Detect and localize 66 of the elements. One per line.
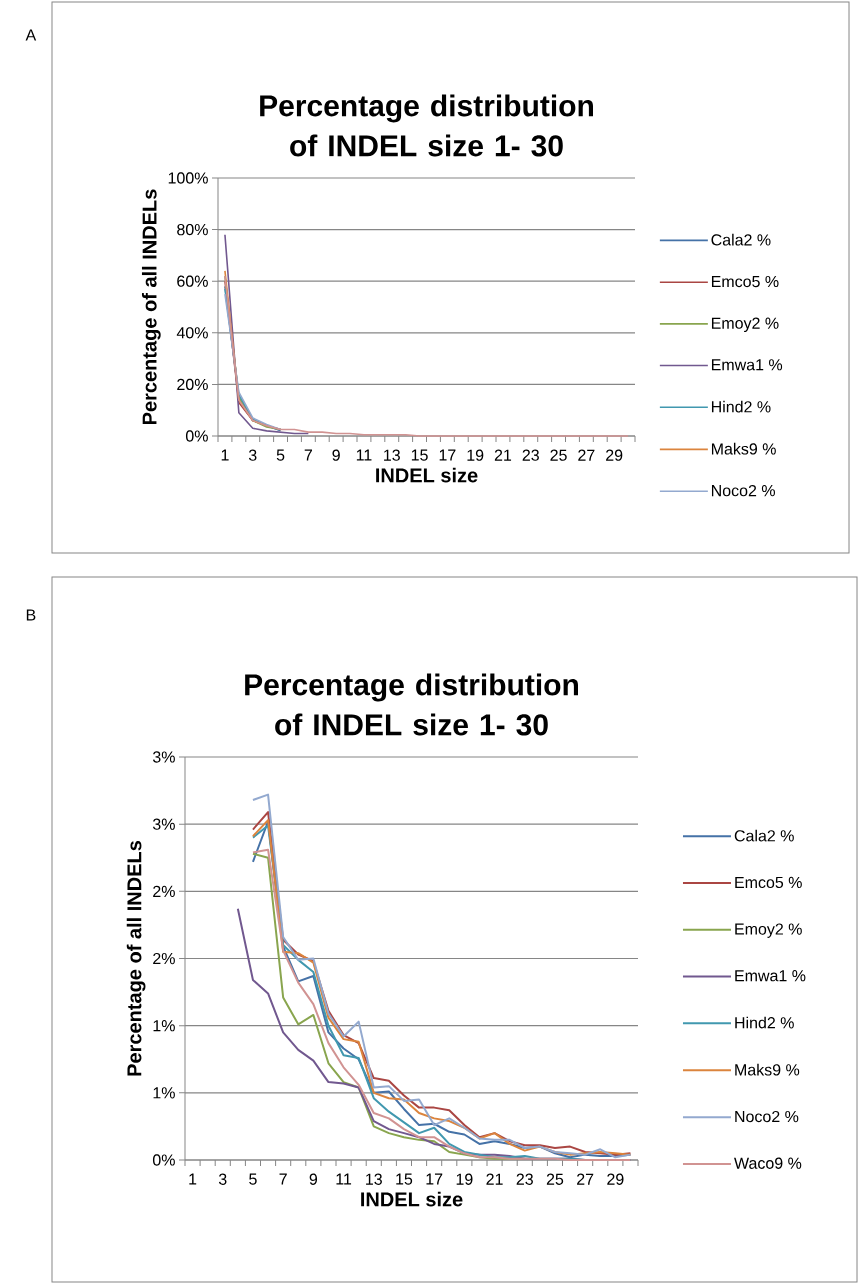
x-axis-title: INDEL size (361, 1191, 463, 1207)
legend-label: Emco5 % (735, 876, 802, 889)
legend-label: Hind2 % (735, 1016, 794, 1029)
x-axis-title: INDEL size (376, 467, 478, 483)
x-tick-label: 27 (577, 1173, 594, 1185)
y-tick-label: 2% (153, 952, 175, 965)
x-tick-label: 17 (426, 1173, 443, 1185)
text: B (26, 609, 36, 621)
x-tick-label: 1 (221, 449, 229, 461)
legend-label: Emoy2 % (711, 317, 779, 332)
legend-label: Hind2 % (711, 400, 771, 413)
x-tick-label: 25 (550, 449, 567, 461)
x-tick-label: 3 (218, 1173, 227, 1185)
x-tick-label: 23 (522, 449, 539, 461)
x-tick-label: 15 (396, 1173, 413, 1185)
y-tick-label: 3% (152, 751, 175, 763)
y-tick-label: 3% (152, 818, 175, 830)
x-tick-label: 1 (189, 1173, 197, 1185)
y-tick-label: 40% (176, 327, 208, 339)
y-tick-label: 2% (153, 885, 175, 897)
x-tick-label: 29 (607, 1173, 624, 1185)
y-tick-label: 60% (177, 275, 208, 287)
x-tick-label: 17 (439, 449, 456, 461)
legend-label: Cala2 % (711, 233, 771, 246)
chart-title: Percentage distribution of INDEL size 1- 30 (260, 94, 593, 157)
y-tick-label: 1% (153, 1020, 175, 1032)
x-tick-label: 21 (486, 1173, 503, 1185)
x-tick-label: 7 (279, 1173, 287, 1185)
x-tick-label: 23 (516, 1173, 533, 1185)
chart-title: Percentage distribution of INDEL size 1- 30 (245, 673, 578, 736)
y-tick-label: 0% (185, 430, 208, 442)
text: A (25, 29, 37, 41)
x-tick-label: 11 (356, 449, 372, 461)
y-axis-title: Percentage of all INDELs (126, 840, 146, 1076)
x-tick-label: 15 (411, 449, 428, 461)
x-tick-label: 19 (467, 449, 484, 461)
legend-label: Emoy2 % (735, 923, 802, 938)
legend-label: Emwa1 % (711, 359, 783, 371)
legend-label: Maks9 % (735, 1063, 800, 1076)
legend-label: Noco2 % (711, 484, 775, 497)
y-axis-title: Percentage of all INDELs (141, 189, 161, 425)
y-tick-label: 1% (153, 1087, 175, 1099)
x-tick-label: 29 (606, 449, 623, 461)
y-tick-label: 100% (168, 172, 208, 184)
legend-label: Emco5 % (711, 275, 779, 288)
x-tick-label: 9 (309, 1173, 318, 1185)
x-tick-label: 13 (384, 449, 400, 461)
legend-label: Cala2 % (734, 829, 794, 842)
x-tick-label: 3 (248, 449, 257, 461)
y-tick-label: 20% (177, 378, 208, 391)
x-tick-label: 21 (494, 449, 512, 461)
x-tick-label: 19 (456, 1173, 473, 1185)
legend-label: Maks9 % (711, 442, 776, 455)
y-tick-label: 0% (152, 1154, 175, 1166)
x-tick-label: 7 (304, 449, 312, 461)
x-tick-label: 13 (366, 1173, 382, 1185)
x-tick-label: 27 (578, 449, 595, 461)
x-tick-label: 25 (546, 1173, 564, 1185)
legend-label: Noco2 % (735, 1110, 799, 1123)
x-tick-label: 5 (276, 449, 285, 461)
x-tick-label: 5 (249, 1173, 257, 1185)
y-tick-label: 80% (177, 223, 208, 236)
x-tick-label: 9 (332, 449, 340, 461)
legend-label: Waco9 % (734, 1157, 802, 1169)
x-tick-label: 11 (336, 1173, 352, 1185)
legend-label: Emwa1 % (735, 970, 806, 982)
